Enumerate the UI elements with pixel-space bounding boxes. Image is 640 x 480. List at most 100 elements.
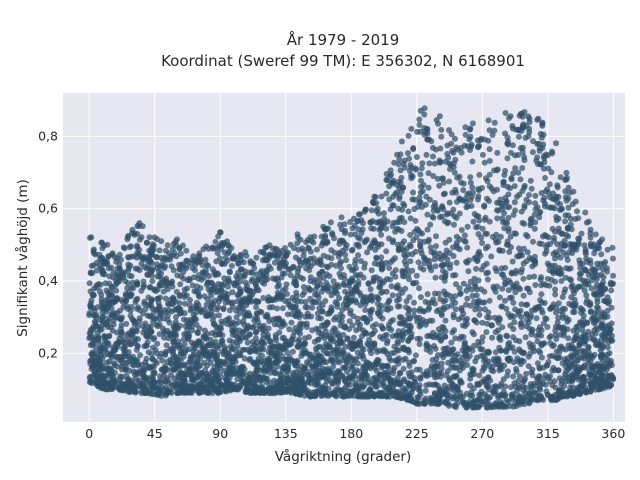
data-point [414, 398, 421, 405]
data-point [451, 221, 457, 228]
data-point [461, 232, 468, 239]
data-point [515, 169, 522, 176]
data-point [319, 268, 326, 275]
data-point [289, 348, 296, 355]
data-point [564, 257, 571, 263]
data-point [403, 298, 410, 305]
data-point [593, 276, 600, 283]
data-point [98, 296, 105, 302]
data-point [148, 244, 155, 251]
data-point [431, 160, 438, 167]
data-point [405, 311, 412, 318]
data-point [207, 305, 214, 312]
data-point [423, 151, 430, 158]
data-point [218, 318, 225, 325]
data-point [328, 261, 335, 268]
data-point [444, 392, 451, 399]
data-point [467, 302, 474, 309]
data-point [171, 249, 178, 256]
data-point [517, 358, 524, 365]
data-point [392, 273, 399, 280]
data-point [475, 186, 482, 192]
data-point [108, 366, 115, 373]
data-point [416, 194, 423, 201]
data-point [135, 323, 142, 330]
data-point [342, 355, 349, 362]
data-point [454, 146, 461, 153]
data-point [225, 242, 232, 249]
data-point [529, 326, 536, 333]
data-point [472, 283, 479, 290]
data-point [552, 286, 559, 293]
data-point [397, 395, 404, 402]
data-point [401, 316, 408, 323]
data-point [495, 238, 502, 245]
data-point [505, 225, 512, 232]
data-point [101, 333, 108, 340]
data-point [266, 338, 273, 345]
data-point [288, 319, 295, 326]
data-point [464, 362, 471, 368]
data-point [486, 171, 493, 178]
data-point [570, 309, 577, 316]
data-point [133, 281, 140, 288]
data-point [355, 393, 362, 400]
data-point [390, 382, 397, 389]
data-point [467, 197, 474, 203]
data-point [538, 274, 545, 281]
data-point [486, 218, 493, 225]
data-point [548, 304, 555, 311]
data-point [528, 185, 535, 192]
data-point [468, 203, 475, 209]
data-point [259, 279, 266, 286]
data-point [445, 219, 452, 226]
data-point [531, 211, 538, 218]
data-point [328, 304, 335, 311]
data-point [154, 323, 161, 330]
data-point [464, 223, 471, 230]
data-point [326, 377, 333, 383]
data-point [578, 230, 585, 237]
data-point [367, 286, 374, 293]
data-point [177, 281, 184, 288]
data-point [394, 225, 401, 232]
data-point [463, 287, 470, 294]
data-point [568, 284, 575, 290]
data-point [98, 239, 105, 246]
data-point [434, 175, 441, 182]
data-point [371, 193, 378, 200]
data-point [450, 373, 457, 380]
data-point [425, 170, 432, 177]
data-point [234, 343, 241, 350]
data-point [433, 146, 439, 153]
data-point [86, 374, 93, 381]
data-point [88, 234, 95, 241]
data-point [303, 324, 310, 330]
data-point [141, 298, 148, 305]
data-point [426, 196, 433, 203]
data-point [88, 262, 95, 269]
data-point [438, 126, 445, 133]
data-point [319, 384, 326, 391]
data-point [517, 348, 524, 355]
data-point [417, 242, 424, 249]
data-point [266, 318, 273, 325]
data-point [567, 215, 574, 222]
data-point [466, 190, 473, 197]
data-point [396, 219, 403, 225]
data-point [385, 306, 392, 313]
data-point [432, 345, 439, 352]
data-point [221, 280, 228, 287]
data-point [238, 266, 245, 273]
data-point [91, 312, 98, 319]
data-point [323, 279, 330, 286]
data-point [502, 194, 509, 201]
data-point [337, 322, 344, 329]
data-point [541, 203, 548, 210]
data-point [183, 247, 190, 254]
data-point [371, 341, 378, 348]
data-point [563, 358, 570, 365]
data-point [484, 243, 491, 250]
data-point [318, 242, 325, 249]
data-point [475, 223, 481, 230]
